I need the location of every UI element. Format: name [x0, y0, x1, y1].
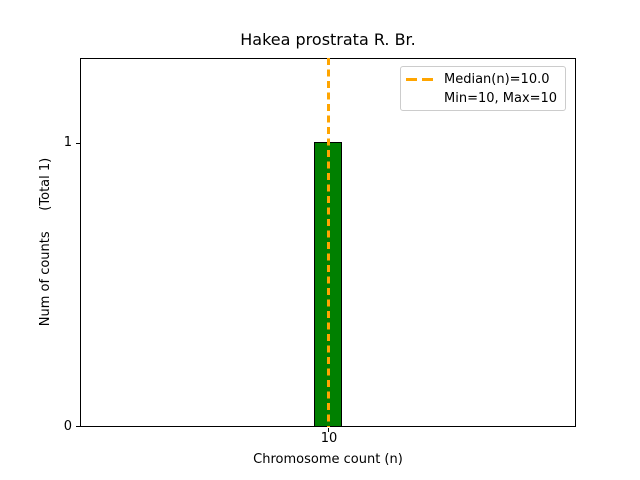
legend: Median(n)=10.0 Min=10, Max=10: [400, 66, 566, 111]
x-tick-mark-10: [328, 428, 329, 432]
x-tick-label-10: 10: [320, 431, 338, 446]
y-tick-label-1: 1: [63, 135, 72, 150]
chart-title: Hakea prostrata R. Br.: [240, 30, 416, 49]
y-axis-label: Num of counts (Total 1): [38, 157, 53, 327]
y-tick-label-0: 0: [63, 419, 72, 434]
dashed-line-legend-marker: [406, 78, 433, 81]
legend-label-median: Median(n)=10.0: [444, 72, 550, 87]
median-dashed-line: [327, 58, 330, 427]
y-tick-mark-0: [76, 426, 80, 427]
legend-entry-median: Median(n)=10.0: [401, 70, 565, 89]
legend-entry-minmax: Min=10, Max=10: [401, 89, 565, 108]
legend-marker-spacer: [406, 97, 433, 100]
x-axis-label: Chromosome count (n): [253, 452, 403, 467]
legend-label-minmax: Min=10, Max=10: [444, 91, 558, 106]
y-tick-mark-1: [76, 143, 80, 144]
